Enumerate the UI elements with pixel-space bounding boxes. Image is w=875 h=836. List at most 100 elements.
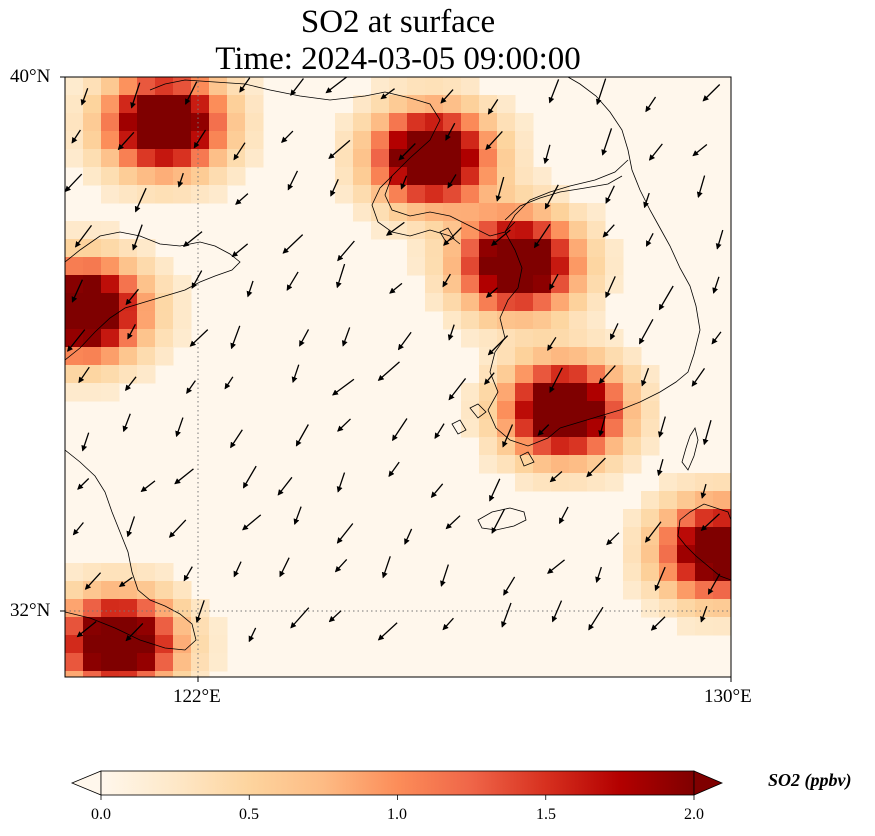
so2-cell — [623, 365, 642, 384]
gridlines — [65, 77, 731, 677]
wind-arrow — [595, 566, 602, 584]
so2-cell — [119, 653, 138, 672]
wind-arrow — [388, 461, 400, 478]
so2-cell — [65, 617, 84, 636]
so2-cell — [155, 563, 174, 582]
so2-cell — [461, 149, 480, 168]
so2-cell — [353, 95, 372, 114]
so2-cell — [623, 563, 642, 582]
so2-cell — [119, 635, 138, 654]
so2-cell — [551, 365, 570, 384]
coastline-korea-islands — [439, 227, 535, 467]
so2-cell — [245, 131, 264, 150]
so2-cell — [191, 95, 210, 114]
so2-cell — [425, 131, 444, 150]
so2-cell — [623, 581, 642, 600]
coastline-korea-west — [487, 231, 561, 447]
so2-cell — [65, 329, 84, 348]
so2-cell — [641, 383, 660, 402]
so2-cell — [407, 149, 426, 168]
so2-cell — [371, 203, 390, 222]
wind-arrow — [650, 616, 666, 631]
so2-cell — [173, 329, 192, 348]
so2-cell — [551, 239, 570, 258]
so2-cell — [569, 455, 588, 474]
wind-arrow — [549, 273, 559, 291]
so2-cell — [155, 167, 174, 186]
so2-cell — [101, 131, 120, 150]
so2-cell — [497, 293, 516, 312]
so2-cell — [191, 167, 210, 186]
wind-arrow — [501, 602, 512, 628]
wind-arrow — [644, 521, 662, 543]
so2-cell — [119, 617, 138, 636]
wind-arrow — [290, 78, 304, 96]
wind-arrow — [389, 282, 403, 294]
so2-cell — [533, 293, 552, 312]
wind-arrow — [558, 506, 569, 525]
so2-cell — [515, 347, 534, 366]
wind-arrow — [707, 573, 721, 595]
so2-cell — [515, 113, 534, 132]
so2-cell — [443, 293, 462, 312]
wind-arrow — [65, 173, 83, 193]
so2-cell — [569, 311, 588, 330]
wind-arrow — [533, 223, 551, 249]
so2-cell — [515, 437, 534, 456]
so2-cell — [155, 635, 174, 654]
so2-cell — [101, 653, 120, 672]
wind-arrow — [487, 99, 499, 115]
wind-arrow — [700, 513, 720, 532]
so2-cell — [461, 257, 480, 276]
so2-cell — [101, 113, 120, 132]
wind-arrow — [191, 270, 203, 289]
so2-cell — [209, 185, 228, 204]
so2-cell — [443, 167, 462, 186]
wind-arrow — [134, 187, 147, 213]
so2-cell — [551, 311, 570, 330]
so2-cell — [659, 509, 678, 528]
so2-cell — [227, 95, 246, 114]
wind-arrow — [495, 176, 505, 202]
so2-cell — [623, 455, 642, 474]
wind-arrow — [78, 366, 90, 384]
so2-cell — [713, 599, 731, 618]
so2-cell — [479, 275, 498, 294]
so2-cell — [389, 95, 408, 114]
wind-arrow — [230, 429, 243, 449]
coastlines — [65, 77, 731, 651]
so2-cell — [479, 203, 498, 222]
coastline-jiangsu — [65, 449, 197, 651]
so2-cell — [227, 131, 246, 150]
so2-cell — [659, 599, 678, 618]
so2-cell — [101, 599, 120, 618]
so2-cell — [371, 185, 390, 204]
wind-arrow — [434, 423, 445, 440]
so2-cell — [587, 329, 606, 348]
so2-cell — [191, 113, 210, 132]
so2-cell — [83, 635, 102, 654]
so2-cell — [83, 95, 102, 114]
so2-cell — [155, 347, 174, 366]
so2-cell — [479, 185, 498, 204]
colorbar-tick-4: 2.0 — [684, 806, 704, 823]
so2-cell — [119, 113, 138, 132]
wind-arrow — [337, 418, 351, 432]
so2-cell — [533, 257, 552, 276]
so2-cell — [713, 545, 731, 564]
so2-cell — [569, 257, 588, 276]
so2-cell — [443, 203, 462, 222]
so2-cell — [425, 185, 444, 204]
wind-arrow — [328, 610, 342, 623]
wind-arrow — [117, 131, 135, 151]
wind-arrow — [445, 122, 456, 141]
so2-cell — [137, 293, 156, 312]
so2-cell — [515, 329, 534, 348]
so2-cell — [101, 167, 120, 186]
so2-cell — [407, 167, 426, 186]
wind-arrow — [125, 288, 139, 306]
wind-arrow — [588, 606, 604, 631]
wind-arrow — [537, 424, 550, 436]
wind-arrow — [381, 556, 391, 579]
